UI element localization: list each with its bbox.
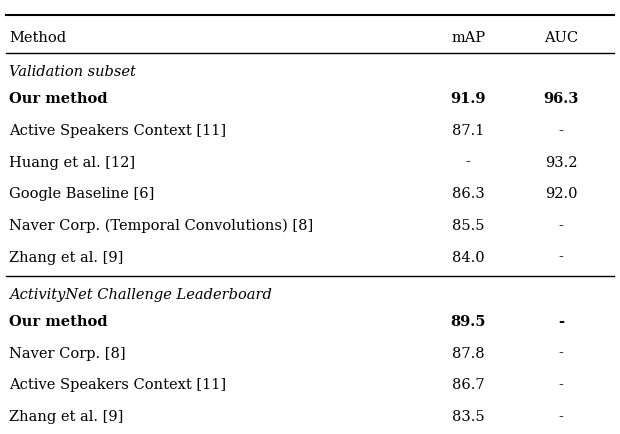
Text: 86.3: 86.3 bbox=[452, 187, 484, 201]
Text: -: - bbox=[559, 124, 564, 138]
Text: 83.5: 83.5 bbox=[452, 410, 484, 424]
Text: 92.0: 92.0 bbox=[545, 187, 577, 201]
Text: Our method: Our method bbox=[9, 92, 108, 106]
Text: -: - bbox=[559, 250, 564, 265]
Text: 93.2: 93.2 bbox=[545, 155, 577, 170]
Text: 84.0: 84.0 bbox=[452, 250, 484, 265]
Text: Naver Corp. [8]: Naver Corp. [8] bbox=[9, 347, 126, 361]
Text: Zhang et al. [9]: Zhang et al. [9] bbox=[9, 250, 123, 265]
Text: -: - bbox=[559, 219, 564, 233]
Text: Zhang et al. [9]: Zhang et al. [9] bbox=[9, 410, 123, 424]
Text: 85.5: 85.5 bbox=[452, 219, 484, 233]
Text: Naver Corp. (Temporal Convolutions) [8]: Naver Corp. (Temporal Convolutions) [8] bbox=[9, 219, 314, 233]
Text: Huang et al. [12]: Huang et al. [12] bbox=[9, 155, 135, 170]
Text: ActivityNet Challenge Leaderboard: ActivityNet Challenge Leaderboard bbox=[9, 288, 272, 302]
Text: Google Baseline [6]: Google Baseline [6] bbox=[9, 187, 154, 201]
Text: Method: Method bbox=[9, 31, 66, 45]
Text: 91.9: 91.9 bbox=[450, 92, 486, 106]
Text: Active Speakers Context [11]: Active Speakers Context [11] bbox=[9, 124, 226, 138]
Text: 87.8: 87.8 bbox=[452, 347, 484, 361]
Text: -: - bbox=[559, 347, 564, 361]
Text: -: - bbox=[559, 378, 564, 392]
Text: 89.5: 89.5 bbox=[450, 315, 486, 329]
Text: AUC: AUC bbox=[544, 31, 578, 45]
Text: -: - bbox=[466, 155, 471, 170]
Text: Our method: Our method bbox=[9, 315, 108, 329]
Text: 86.7: 86.7 bbox=[452, 378, 484, 392]
Text: -: - bbox=[559, 410, 564, 424]
Text: mAP: mAP bbox=[451, 31, 485, 45]
Text: Active Speakers Context [11]: Active Speakers Context [11] bbox=[9, 378, 226, 392]
Text: Validation subset: Validation subset bbox=[9, 65, 136, 79]
Text: -: - bbox=[558, 315, 564, 329]
Text: 96.3: 96.3 bbox=[543, 92, 579, 106]
Text: 87.1: 87.1 bbox=[452, 124, 484, 138]
